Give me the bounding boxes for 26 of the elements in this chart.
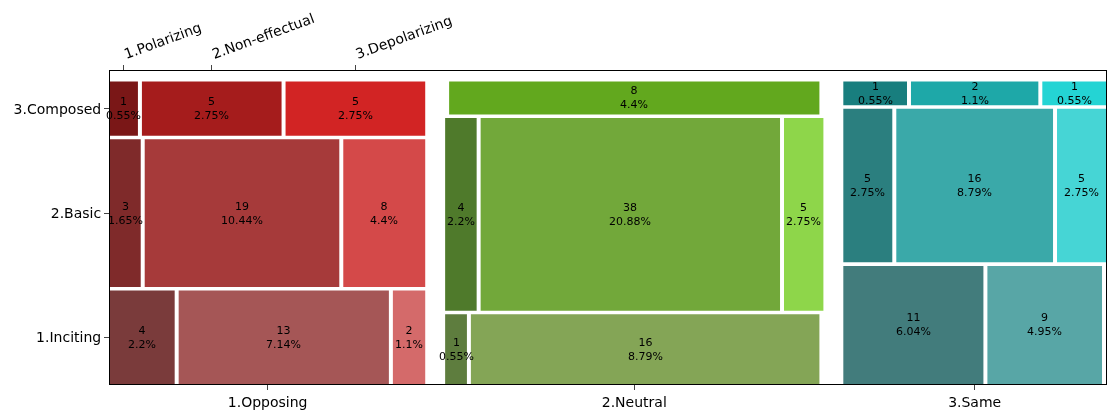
data-label: 8 4.4% (370, 200, 398, 228)
data-label: 13 7.14% (266, 324, 301, 352)
data-label: 5 2.75% (786, 201, 821, 229)
data-label: 4 2.2% (447, 201, 475, 229)
data-label: 19 10.44% (221, 200, 263, 228)
data-label: 2 1.1% (961, 80, 989, 108)
data-label: 2 1.1% (395, 324, 423, 352)
category-label: 3.Same (948, 393, 1002, 410)
data-label: 38 20.88% (609, 201, 651, 229)
category-label: 2.Basic (50, 205, 102, 222)
data-label: 1 0.55% (1057, 80, 1092, 108)
data-label: 5 2.75% (850, 172, 885, 200)
data-label: 8 4.4% (620, 84, 648, 112)
category-label: 2.Neutral (601, 393, 667, 410)
data-label: 5 2.75% (1064, 172, 1099, 200)
data-label: 11 6.04% (896, 311, 931, 339)
data-label: 5 2.75% (338, 95, 373, 123)
data-label: 1 0.55% (858, 80, 893, 108)
data-label: 5 2.75% (194, 95, 229, 123)
data-label: 9 4.95% (1027, 311, 1062, 339)
category-label: 1.Inciting (36, 329, 102, 346)
category-label: 1.Opposing (227, 393, 308, 410)
category-label: 3.Composed (13, 100, 102, 117)
data-label: 4 2.2% (128, 324, 156, 352)
data-label: 16 8.79% (957, 172, 992, 200)
data-label: 16 8.79% (628, 336, 663, 364)
